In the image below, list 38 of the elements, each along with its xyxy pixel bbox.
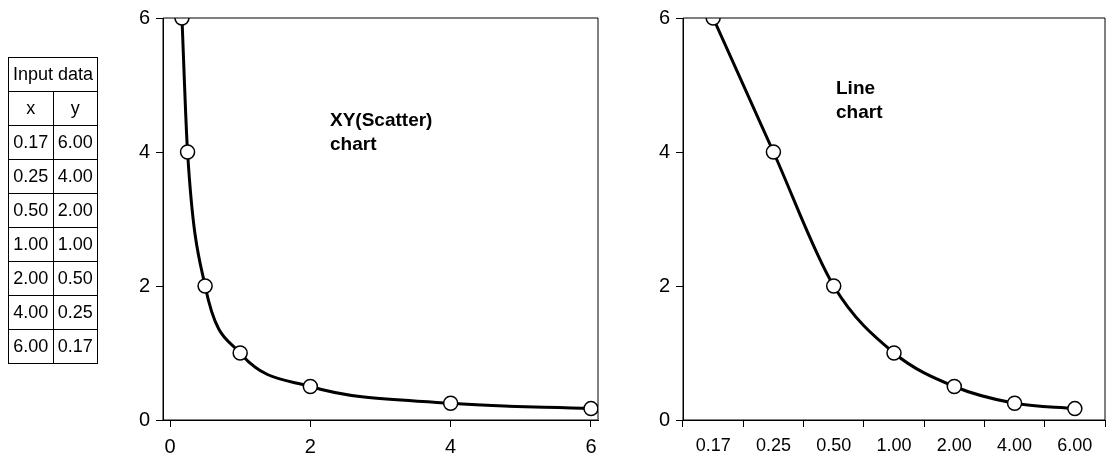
text: Line chart	[836, 76, 884, 124]
text: 0.50	[53, 261, 98, 296]
x-tick-label: 0.17	[695, 434, 731, 455]
y-tick-label: 0	[658, 407, 670, 430]
text: 4.00	[53, 159, 98, 194]
text: 6.00	[53, 125, 98, 160]
text: 2.00	[53, 193, 98, 228]
x-tick-label: 0.25	[755, 434, 791, 455]
y-tick-label: 4	[658, 139, 670, 162]
text: y	[53, 91, 98, 126]
y-tick-label: 6	[138, 5, 150, 28]
y-tick-label: 0	[138, 407, 150, 430]
text: Input data	[8, 57, 98, 92]
text: 1.00	[8, 227, 54, 262]
x-tick-label: 6.00	[1057, 434, 1093, 455]
text: 1.00	[53, 227, 98, 262]
text: XY(Scatter) chart	[330, 108, 434, 156]
text: 0.25	[8, 159, 54, 194]
x-tick-label: 1.00	[876, 434, 912, 455]
y-tick-label: 4	[138, 139, 150, 162]
x-tick-label: 4	[445, 434, 457, 457]
x-tick-label: 4.00	[997, 434, 1033, 455]
y-tick-label: 6	[658, 5, 670, 28]
x-tick-label: 2	[304, 434, 316, 457]
text: 4.00	[8, 295, 54, 330]
y-tick-label: 2	[658, 273, 670, 296]
text: x	[8, 91, 54, 126]
text: 6.00	[8, 329, 54, 364]
text: 0.25	[53, 295, 98, 330]
x-tick-label: 2.00	[936, 434, 972, 455]
text: 2.00	[8, 261, 54, 296]
y-tick-label: 2	[138, 273, 150, 296]
x-tick-label: 0	[164, 434, 176, 457]
x-tick-label: 0.50	[816, 434, 852, 455]
x-tick-label: 6	[585, 434, 597, 457]
text: 0.17	[53, 329, 98, 364]
text: 0.17	[8, 125, 54, 160]
text: 0.50	[8, 193, 54, 228]
